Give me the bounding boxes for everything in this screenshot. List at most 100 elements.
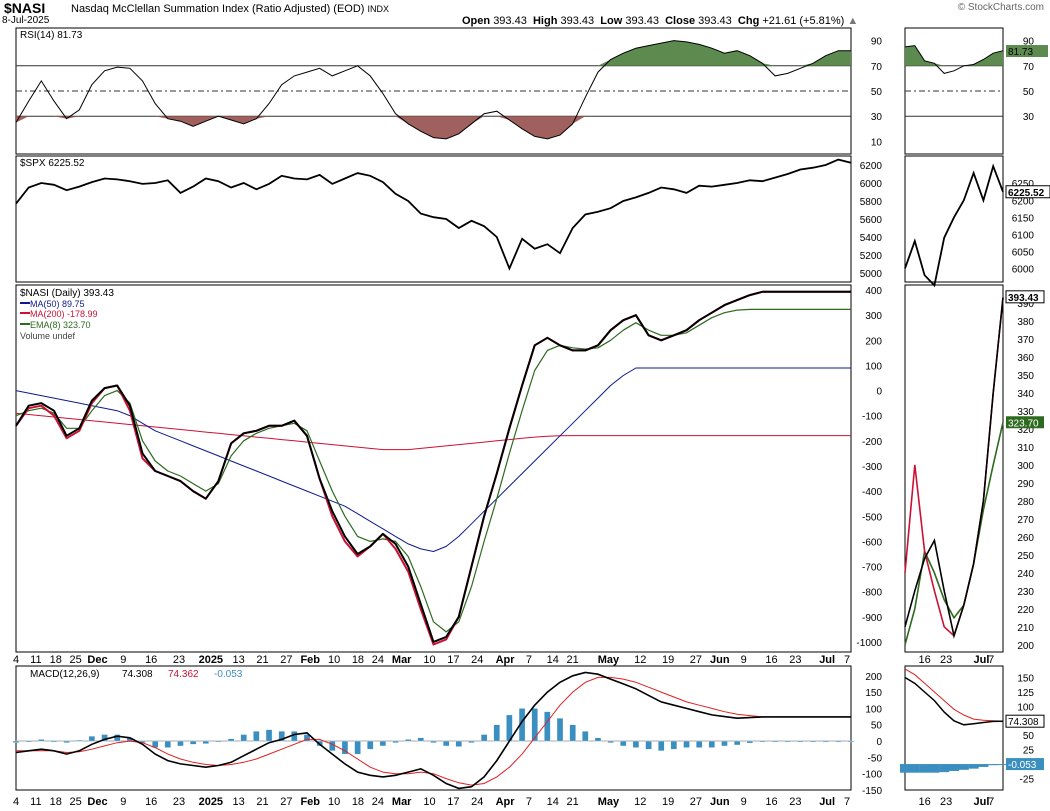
y-tick-label-price: 100 xyxy=(865,361,882,372)
price-legend-ema8: EMA(8) 323.70 xyxy=(30,320,91,330)
x-tick-label: 18 xyxy=(50,796,62,808)
inset-y-tick-label-spx: 6250 xyxy=(1012,179,1035,190)
x-tick-label: 21 xyxy=(567,796,579,808)
y-tick-label-macd: -150 xyxy=(862,786,882,797)
x-tick-label: 14 xyxy=(547,654,559,666)
macd-histogram-bar xyxy=(696,740,703,748)
x-tick-label: 21 xyxy=(567,654,579,666)
y-tick-label-macd: 100 xyxy=(865,704,882,715)
inset-macd-histogram-bar xyxy=(939,764,950,773)
y-tick-label-spx: 6200 xyxy=(860,161,883,172)
x-tick-label: Feb xyxy=(300,654,320,666)
y-tick-label-macd: 200 xyxy=(865,672,882,683)
y-tick-label-spx: 6000 xyxy=(860,179,883,190)
macd-histogram-bar xyxy=(480,734,488,742)
price-legend-volume: Volume undef xyxy=(20,331,76,341)
inset-rsi-overbought-fill xyxy=(905,45,1003,66)
inset-spx-value: 6225.52 xyxy=(1008,188,1045,199)
exchange-label: INDX xyxy=(367,4,390,14)
macd-legend-value: 74.308 xyxy=(122,669,153,680)
inset-y-tick-label-price: 340 xyxy=(1017,389,1034,400)
macd-legend-hist: -0.053 xyxy=(214,669,243,680)
x-tick-label: Apr xyxy=(496,796,516,808)
x-tick-label: 19 xyxy=(662,796,674,808)
x-tick-label: 19 xyxy=(662,654,674,666)
x-tick-label: 27 xyxy=(280,654,292,666)
macd-histogram-bar xyxy=(455,740,462,747)
inset-y-tick-label-price: 300 xyxy=(1017,461,1034,472)
rsi-line xyxy=(15,40,851,140)
inset-rsi-line xyxy=(904,45,1004,74)
ohlc-readout: Open 393.43 High 393.43 Low 393.43 Close… xyxy=(462,15,858,27)
x-tick-label: 13 xyxy=(233,796,245,808)
macd-histogram-bar xyxy=(582,731,589,742)
inset-y-tick-label-price: 220 xyxy=(1017,605,1034,616)
x-tick-label: 24 xyxy=(372,654,384,666)
y-tick-label-price: 200 xyxy=(865,336,882,347)
y-tick-label-rsi: 30 xyxy=(871,112,883,123)
x-tick-label: 23 xyxy=(789,796,801,808)
macd-histogram-bar xyxy=(189,740,197,745)
x-tick-label: 10 xyxy=(328,654,340,666)
macd-histogram-bar xyxy=(708,740,715,748)
inset-x-tick-label: Jul xyxy=(973,654,989,666)
inset-price-line-nasired xyxy=(904,297,1004,638)
y-tick-label-price: -600 xyxy=(862,537,882,548)
price-line-ma200 xyxy=(15,412,851,451)
inset-price-value: 393.43 xyxy=(1008,293,1039,304)
inset-spx-value-tag xyxy=(1005,185,1050,199)
inset-macd-line xyxy=(904,676,1004,726)
inset-x-tick-label: 16 xyxy=(918,796,930,808)
x-tick-label: 13 xyxy=(233,654,245,666)
inset-x-tick-label: 23 xyxy=(940,654,952,666)
inset-macd-histogram-bar xyxy=(968,764,979,769)
macd-histogram-bar xyxy=(759,740,766,743)
inset-macd-histogram-bar xyxy=(949,764,959,771)
x-tick-label: 17 xyxy=(447,796,459,808)
inset-ema-value: 323.70 xyxy=(1008,418,1039,429)
macd-histogram-bar xyxy=(430,740,437,743)
y-tick-label-spx: 5400 xyxy=(860,233,883,244)
macd-histogram-bar xyxy=(721,740,728,747)
x-tick-label: 17 xyxy=(447,654,459,666)
x-tick-label: 24 xyxy=(372,796,384,808)
inset-y-tick-label-price: 280 xyxy=(1017,497,1034,508)
y-tick-label-spx: 5200 xyxy=(860,251,883,262)
y-tick-label-rsi: 90 xyxy=(871,37,883,48)
macd-histogram-bar xyxy=(658,740,665,751)
inset-y-tick-label-price: 330 xyxy=(1017,407,1034,418)
macd-histogram-bar xyxy=(88,736,96,742)
y-tick-label-rsi: 50 xyxy=(871,87,883,98)
x-tick-label: 10 xyxy=(328,796,340,808)
macd-histogram-bar xyxy=(177,740,184,747)
x-tick-label: 11 xyxy=(30,654,41,666)
y-tick-label-price: 400 xyxy=(865,286,882,297)
open-label: Open xyxy=(462,15,491,27)
x-tick-label: Jul xyxy=(819,654,835,666)
macd-histogram-bar xyxy=(645,740,652,750)
macd-histogram-bar xyxy=(683,740,690,748)
macd-histogram-bar xyxy=(847,740,855,743)
price-line-ema8 xyxy=(15,308,851,633)
macd-histogram-bar xyxy=(809,740,817,743)
macd-histogram-bar xyxy=(544,711,551,742)
macd-line xyxy=(15,671,851,790)
inset-x-tick-label: 16 xyxy=(918,654,930,666)
x-tick-label: 24 xyxy=(471,796,483,808)
inset-y-tick-label-macd: 50 xyxy=(1023,731,1035,742)
inset-y-tick-label-rsi: 70 xyxy=(1023,62,1035,73)
x-tick-label: 21 xyxy=(256,796,268,808)
macd-histogram-bar xyxy=(771,740,779,743)
y-tick-label-rsi: 10 xyxy=(871,137,883,148)
macd-histogram-bar xyxy=(38,739,45,742)
x-tick-label: Dec xyxy=(87,796,107,808)
macd-histogram-bar xyxy=(620,740,627,747)
x-tick-label: 12 xyxy=(634,654,646,666)
inset-macd-histogram-bar xyxy=(900,764,910,773)
inset-macd-histogram-bar xyxy=(929,764,940,773)
symbol-title: $NASI xyxy=(4,0,46,16)
y-tick-label-macd: -100 xyxy=(862,770,882,781)
inset-x-tick-label: 7 xyxy=(988,654,994,666)
macd-histogram-bar xyxy=(493,724,500,742)
